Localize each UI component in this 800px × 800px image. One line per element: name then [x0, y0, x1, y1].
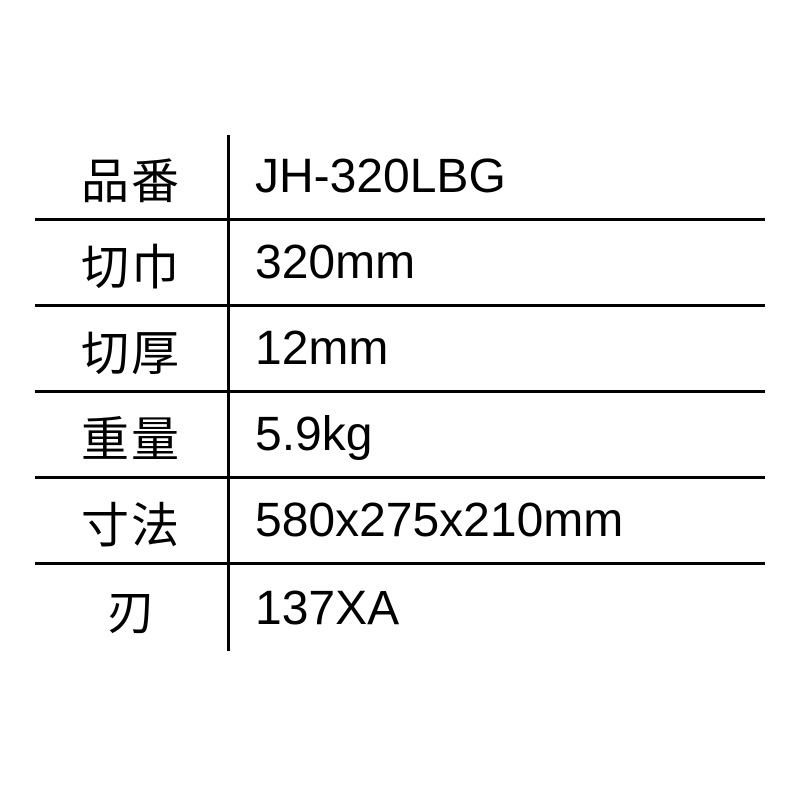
table-row: 品番 JH-320LBG — [35, 135, 765, 221]
table-row: 切巾 320mm — [35, 221, 765, 307]
table-row: 切厚 12mm — [35, 307, 765, 393]
table-row: 寸法 580x275x210mm — [35, 479, 765, 565]
spec-label: 品番 — [35, 135, 230, 218]
spec-value: 12mm — [230, 321, 388, 376]
spec-value: 580x275x210mm — [230, 493, 623, 548]
spec-label: 切巾 — [35, 221, 230, 304]
table-row: 重量 5.9kg — [35, 393, 765, 479]
table-row: 刃 137XA — [35, 565, 765, 651]
spec-label: 寸法 — [35, 479, 230, 562]
spec-label: 重量 — [35, 393, 230, 476]
spec-value: 137XA — [230, 581, 399, 636]
spec-label: 刃 — [35, 565, 230, 651]
spec-value: 320mm — [230, 235, 415, 290]
spec-value: 5.9kg — [230, 407, 372, 462]
spec-table: 品番 JH-320LBG 切巾 320mm 切厚 12mm 重量 5.9kg 寸… — [35, 135, 765, 651]
spec-value: JH-320LBG — [230, 149, 506, 204]
spec-label: 切厚 — [35, 307, 230, 390]
